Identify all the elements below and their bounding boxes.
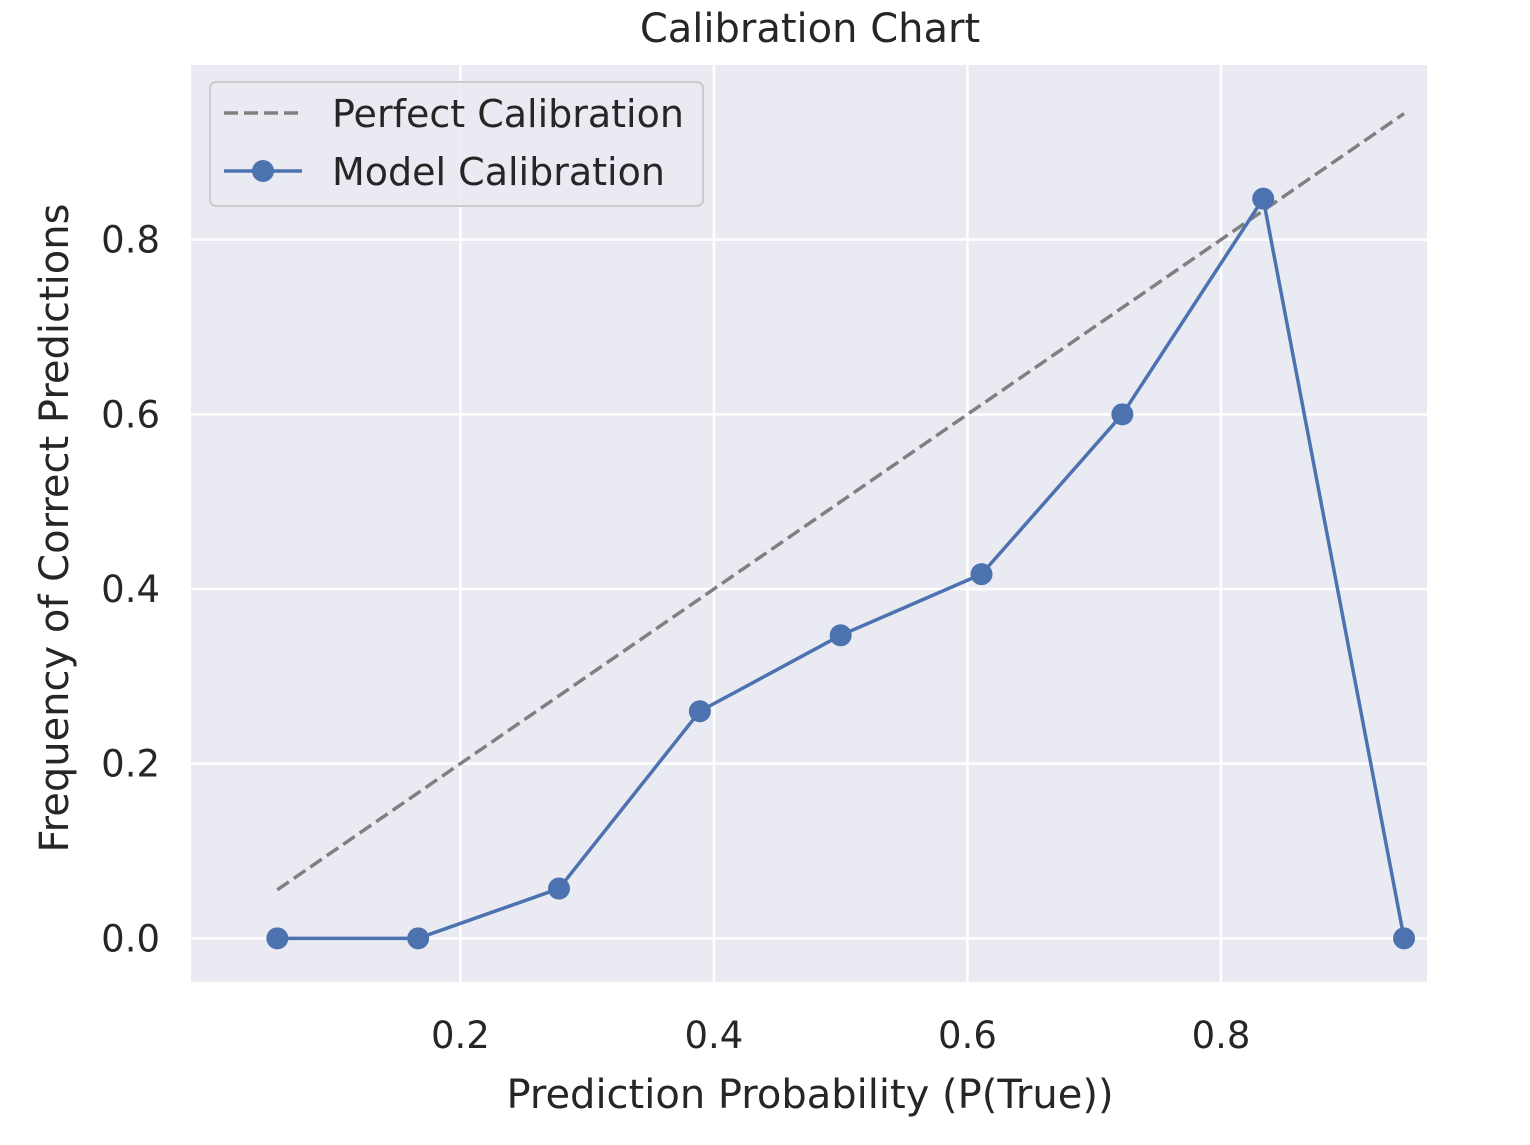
legend-label-perfect-calibration: Perfect Calibration <box>332 92 684 136</box>
chart-title: Calibration Chart <box>640 6 980 52</box>
y-tick-label: 0.2 <box>101 743 160 786</box>
x-tick-label: 0.4 <box>685 1014 744 1057</box>
data-point-model-calibration <box>1111 403 1134 426</box>
y-axis-label: Frequency of Correct Predictions <box>32 204 78 853</box>
x-tick-label: 0.2 <box>431 1014 490 1057</box>
series-line-perfect-calibration <box>276 112 1406 892</box>
series-layer <box>266 112 1416 950</box>
data-point-model-calibration <box>970 563 993 586</box>
data-point-model-calibration <box>1252 187 1275 210</box>
data-point-model-calibration <box>1393 927 1416 950</box>
legend: Perfect Calibration Model Calibration <box>209 81 704 207</box>
data-point-model-calibration <box>407 927 430 950</box>
legend-marker-model-calibration <box>252 160 274 182</box>
y-tick-label: 0.4 <box>101 568 160 611</box>
tick-labels: 0.2 0.4 0.6 0.8 0.0 0.2 0.4 0.6 0.8 <box>101 219 1250 1057</box>
y-tick-label: 0.8 <box>101 219 160 262</box>
y-tick-label: 0.0 <box>101 917 160 960</box>
data-point-model-calibration <box>266 927 289 950</box>
data-point-model-calibration <box>829 624 852 647</box>
x-tick-label: 0.6 <box>938 1014 997 1057</box>
data-point-model-calibration <box>548 877 571 900</box>
legend-label-model-calibration: Model Calibration <box>332 150 665 194</box>
data-point-model-calibration <box>688 700 711 723</box>
legend-frame <box>209 81 704 207</box>
x-axis-label: Prediction Probability (P(True)) <box>506 1072 1113 1118</box>
y-tick-label: 0.6 <box>101 393 160 436</box>
grid <box>191 65 1427 982</box>
x-tick-label: 0.8 <box>1192 1014 1251 1057</box>
